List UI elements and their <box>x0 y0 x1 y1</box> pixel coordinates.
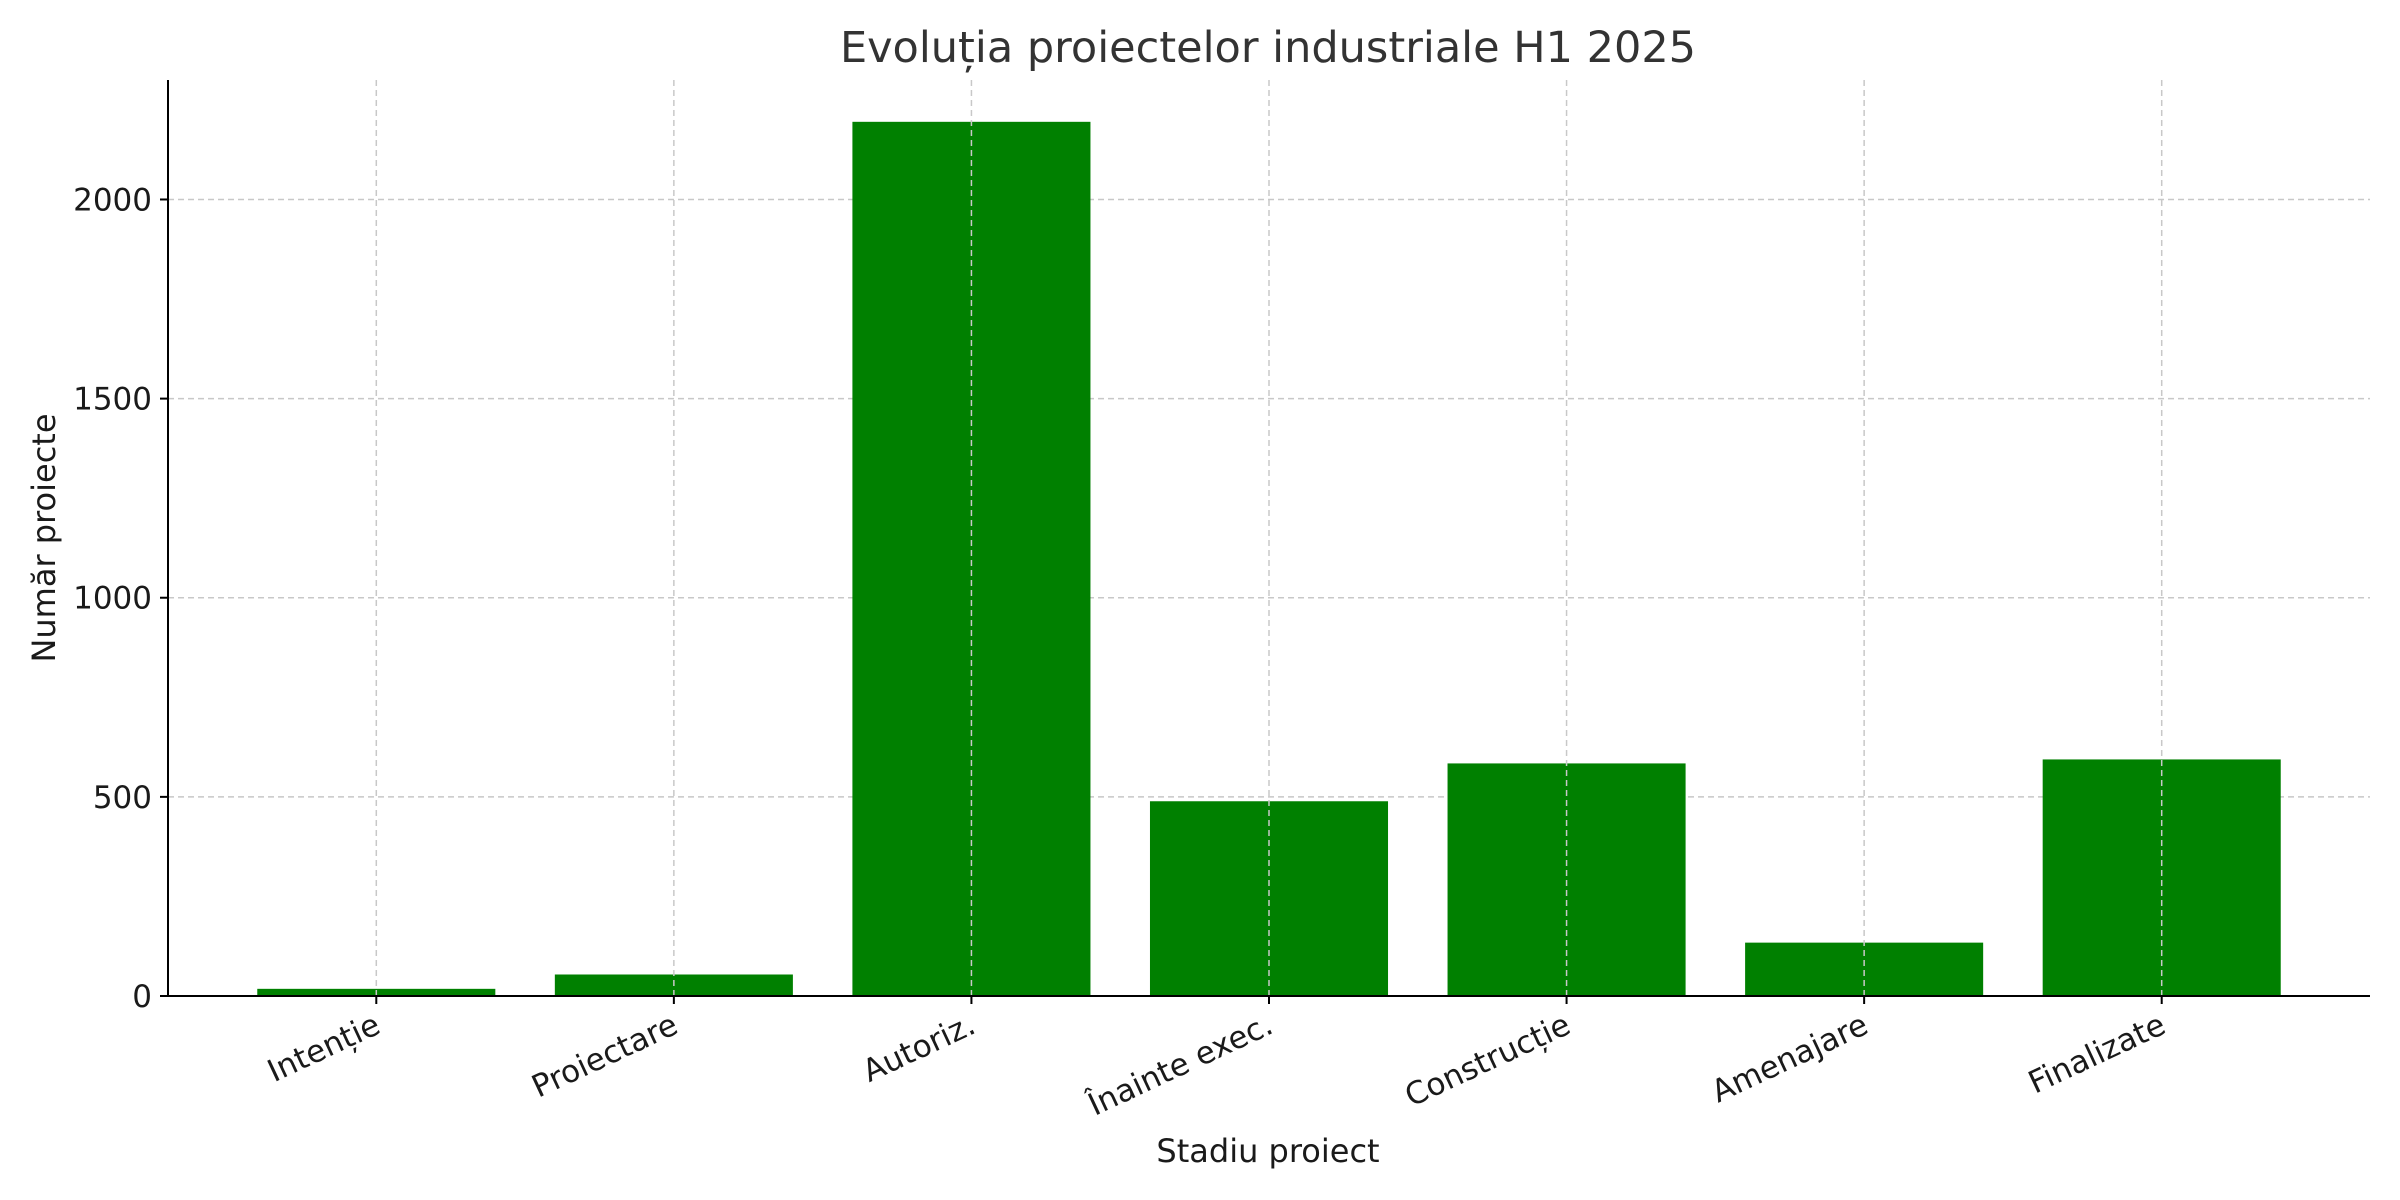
x-tick-label: Proiectare <box>526 1007 683 1106</box>
x-tick-label: Amenajare <box>1706 1007 1873 1111</box>
y-axis-label: Număr proiecte <box>25 413 63 662</box>
x-tick-label: Autoriz. <box>857 1007 980 1090</box>
chart-title: Evoluția proiectelor industriale H1 2025 <box>840 23 1696 73</box>
x-tick-labels: Intenție Proiectare Autoriz. Înainte exec. C… <box>262 1007 2171 1124</box>
x-tick-label: Finalizate <box>2023 1007 2171 1102</box>
grid-lines <box>168 198 2370 798</box>
axes <box>160 80 2370 1004</box>
y-tick-label: 2000 <box>73 182 152 218</box>
y-tick-label: 0 <box>132 979 152 1015</box>
x-axis-label: Stadiu proiect <box>1156 1132 1379 1170</box>
y-tick-label: 1500 <box>73 382 152 418</box>
vertical-grid-lines <box>375 80 2163 996</box>
bar <box>2042 759 2281 996</box>
x-tick-label: Înainte exec. <box>1082 1007 1279 1124</box>
y-tick-label: 500 <box>93 780 152 816</box>
y-tick-labels: 0 500 1000 1500 2000 <box>73 182 152 1015</box>
y-tick-label: 1000 <box>73 581 152 617</box>
x-tick-label: Construcție <box>1400 1007 1576 1115</box>
x-tick-label: Intenție <box>262 1007 386 1090</box>
bars <box>257 121 2281 997</box>
